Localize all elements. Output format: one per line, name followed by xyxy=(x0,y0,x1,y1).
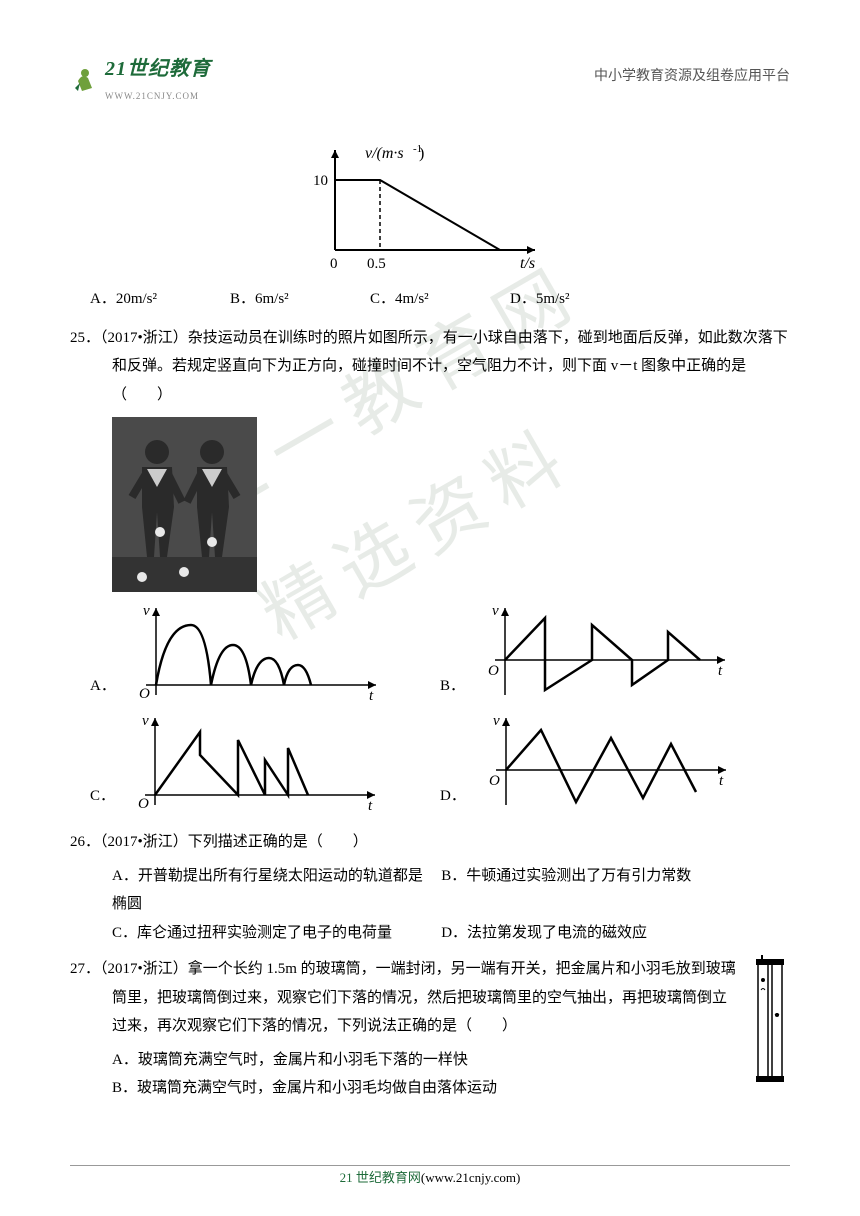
svg-text:O: O xyxy=(488,663,499,679)
q25: 25．（2017•浙江）杂技运动员在训练时的照片如图所示，有一小球自由落下，碰到… xyxy=(70,324,790,821)
q27-options: A．玻璃筒充满空气时，金属片和小羽毛下落的一样快 B．玻璃筒充满空气时，金属片和… xyxy=(70,1046,790,1103)
q24-velocity-chart: v/(m·s -1 ) 10 0 0.5 t/s xyxy=(305,140,555,270)
svg-text:0: 0 xyxy=(330,256,338,270)
chart-ylabel: v/(m·s xyxy=(365,145,404,162)
q24-option-b[interactable]: B．6m/s² xyxy=(230,285,370,314)
page-content: v/(m·s -1 ) 10 0 0.5 t/s A．20m/s² B．6m/s… xyxy=(70,140,790,1103)
logo-area: 21世纪教育 WWW.21CNJY.COM xyxy=(70,50,211,105)
q25-option-d[interactable]: D． v O t xyxy=(440,710,760,815)
svg-text:t: t xyxy=(719,773,724,789)
q25-option-c[interactable]: C． v O t xyxy=(90,710,410,815)
q26: 26．（2017•浙江）下列描述正确的是（ ） A．开普勒提出所有行星绕太阳运动… xyxy=(70,828,790,947)
footer-url: (www.21cnjy.com) xyxy=(421,1170,520,1185)
svg-text:O: O xyxy=(138,796,149,812)
svg-text:t: t xyxy=(368,798,373,814)
svg-text:v: v xyxy=(142,713,149,729)
q25-text: 25．（2017•浙江）杂技运动员在训练时的照片如图所示，有一小球自由落下，碰到… xyxy=(70,324,790,410)
q27-tube-figure xyxy=(750,955,790,1090)
footer: 21 世纪教育网(www.21cnjy.com) xyxy=(0,1166,860,1191)
q27-option-a[interactable]: A．玻璃筒充满空气时，金属片和小羽毛下落的一样快 xyxy=(112,1046,790,1075)
svg-text:t: t xyxy=(369,688,374,704)
q26-options: A．开普勒提出所有行星绕太阳运动的轨道都是椭圆 B．牛顿通过实验测出了万有引力常… xyxy=(70,862,790,948)
svg-text:): ) xyxy=(419,145,424,162)
q27: 27．（2017•浙江）拿一个长约 1.5m 的玻璃筒，一端封闭，另一端有开关，… xyxy=(70,955,790,1103)
svg-text:v: v xyxy=(143,603,150,619)
q27-text: 27．（2017•浙江）拿一个长约 1.5m 的玻璃筒，一端封闭，另一端有开关，… xyxy=(70,955,790,1041)
q26-option-d[interactable]: D．法拉第发现了电流的磁效应 xyxy=(441,919,766,948)
svg-text:10: 10 xyxy=(313,173,328,189)
q24-option-d[interactable]: D．5m/s² xyxy=(510,285,650,314)
page-header: 21世纪教育 WWW.21CNJY.COM 中小学教育资源及组卷应用平台 xyxy=(70,50,790,110)
svg-text:v: v xyxy=(492,603,499,619)
svg-text:O: O xyxy=(489,773,500,789)
svg-text:0.5: 0.5 xyxy=(367,256,386,270)
q26-option-c[interactable]: C．库仑通过扭秤实验测定了电子的电荷量 xyxy=(112,919,437,948)
q25-photo xyxy=(112,417,257,592)
q26-option-b[interactable]: B．牛顿通过实验测出了万有引力常数 xyxy=(441,862,766,891)
q27-option-b[interactable]: B．玻璃筒充满空气时，金属片和小羽毛均做自由落体运动 xyxy=(112,1074,790,1103)
q24-option-a[interactable]: A．20m/s² xyxy=(90,285,230,314)
logo-url: WWW.21CNJY.COM xyxy=(105,88,211,105)
svg-text:t: t xyxy=(718,663,723,679)
q24-option-c[interactable]: C．4m/s² xyxy=(370,285,510,314)
q26-text: 26．（2017•浙江）下列描述正确的是（ ） xyxy=(70,828,790,857)
svg-text:t/s: t/s xyxy=(520,255,535,270)
q25-option-b[interactable]: B． v O t xyxy=(440,600,760,705)
logo-icon xyxy=(70,63,100,93)
q24-options: A．20m/s² B．6m/s² C．4m/s² D．5m/s² xyxy=(90,285,790,314)
q25-graph-options: A． v O t B． xyxy=(70,600,790,820)
svg-text:v: v xyxy=(493,713,500,729)
q25-option-a[interactable]: A． v O t xyxy=(90,600,410,705)
q26-option-a[interactable]: A．开普勒提出所有行星绕太阳运动的轨道都是椭圆 xyxy=(112,862,437,919)
header-right-text: 中小学教育资源及组卷应用平台 xyxy=(594,64,790,91)
logo-text: 21世纪教育 xyxy=(105,50,211,88)
svg-text:O: O xyxy=(139,686,150,702)
footer-cn: 21 世纪教育网 xyxy=(340,1170,421,1185)
